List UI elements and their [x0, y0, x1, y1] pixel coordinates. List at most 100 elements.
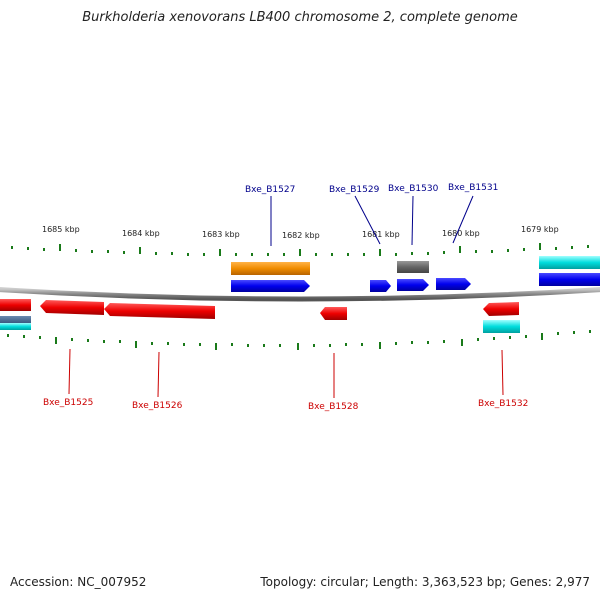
accession-text: Accession: NC_007952 — [10, 575, 147, 589]
gray-feature[interactable] — [397, 261, 429, 273]
tick — [55, 337, 57, 344]
gene-label[interactable]: Bxe_B1527 — [245, 185, 295, 195]
tick — [155, 252, 157, 255]
scale-label: 1685 kbp — [42, 225, 80, 234]
tick — [167, 342, 169, 345]
gene-label[interactable]: Bxe_B1530 — [388, 184, 439, 194]
leader-line — [157, 351, 160, 398]
scale-label: 1679 kbp — [521, 225, 559, 234]
tick — [123, 251, 125, 254]
tick — [183, 343, 185, 346]
tick — [459, 246, 461, 253]
tick — [363, 253, 365, 256]
tick — [43, 248, 45, 251]
tick — [509, 336, 511, 339]
tick — [203, 253, 205, 256]
gene-label[interactable]: Bxe_B1532 — [478, 399, 528, 409]
gene-label[interactable]: Bxe_B1525 — [43, 398, 93, 408]
tick — [571, 246, 573, 249]
tick — [103, 340, 105, 343]
gene-feature-Bxe_B1525[interactable] — [40, 300, 104, 315]
tick — [345, 343, 347, 346]
tick — [541, 333, 543, 340]
forward-feature-edge[interactable] — [539, 273, 600, 286]
tick — [283, 253, 285, 256]
gene-feature-Bxe_B1527[interactable] — [231, 280, 310, 292]
cyan-feature[interactable] — [539, 256, 600, 269]
tick — [313, 344, 315, 347]
genome-summary: Topology: circular; Length: 3,363,523 bp… — [260, 575, 590, 589]
tick — [251, 253, 253, 256]
tick — [379, 342, 381, 349]
tick — [329, 344, 331, 347]
gene-labels-bottom: Bxe_B1525 Bxe_B1526 Bxe_B1528 Bxe_B1532 — [43, 398, 528, 412]
gene-label[interactable]: Bxe_B1528 — [308, 402, 359, 412]
tick — [299, 249, 301, 256]
tick — [361, 343, 363, 346]
tick — [279, 344, 281, 347]
gene-feature-Bxe_B1528[interactable] — [320, 307, 347, 320]
upper-tick-marks — [11, 243, 589, 256]
tick — [7, 334, 9, 337]
tick — [297, 343, 299, 350]
tick — [395, 253, 397, 256]
gene-labels-top: Bxe_B1527 Bxe_B1529 Bxe_B1530 Bxe_B1531 — [245, 183, 498, 195]
tick — [59, 244, 61, 251]
gene-feature-Bxe_B1530[interactable] — [397, 279, 429, 291]
tick — [263, 344, 265, 347]
gene-feature-Bxe_B1531[interactable] — [436, 278, 471, 290]
tick — [525, 335, 527, 338]
leader-line — [68, 348, 71, 395]
tick — [119, 340, 121, 343]
tick — [427, 341, 429, 344]
tick — [135, 341, 137, 348]
gene-label[interactable]: Bxe_B1529 — [329, 185, 380, 195]
gene-label[interactable]: Bxe_B1526 — [132, 401, 183, 411]
tick — [247, 344, 249, 347]
tick — [199, 343, 201, 346]
tick — [151, 342, 153, 345]
tick — [491, 250, 493, 253]
scale-label: 1684 kbp — [122, 229, 160, 238]
scale-label: 1683 kbp — [202, 230, 240, 239]
scale-label: 1681 kbp — [362, 230, 400, 239]
tick — [39, 336, 41, 339]
tick — [75, 249, 77, 252]
tick — [235, 253, 237, 256]
orange-feature[interactable] — [231, 262, 310, 275]
leader-line — [501, 349, 504, 396]
tick — [557, 332, 559, 335]
steel-feature-edge[interactable] — [0, 316, 31, 323]
cyan-feature-edge[interactable] — [0, 323, 31, 330]
label-leader-lines — [68, 195, 504, 398]
tick — [11, 246, 13, 249]
tick — [395, 342, 397, 345]
cyan-feature[interactable] — [483, 320, 520, 333]
tick — [107, 250, 109, 253]
lower-tick-marks — [7, 330, 591, 350]
gene-label[interactable]: Bxe_B1531 — [448, 183, 498, 193]
leader-line — [354, 195, 381, 245]
tick — [231, 343, 233, 346]
leader-line — [411, 195, 414, 246]
tick — [475, 250, 477, 253]
gene-feature-Bxe_B1532[interactable] — [483, 302, 519, 316]
scale-labels: 1685 kbp 1684 kbp 1683 kbp 1682 kbp 1681… — [42, 225, 559, 240]
gene-feature-Bxe_B1529[interactable] — [370, 280, 391, 292]
tick — [379, 249, 381, 256]
tick — [589, 330, 591, 333]
tick — [539, 243, 541, 250]
scale-label: 1680 kbp — [442, 229, 480, 238]
gene-feature-Bxe_B1526[interactable] — [104, 303, 215, 319]
tick — [139, 247, 141, 254]
tick — [411, 341, 413, 344]
tick — [477, 338, 479, 341]
tick — [315, 253, 317, 256]
map-title: Burkholderia xenovorans LB400 chromosome… — [82, 10, 518, 25]
reverse-feature-edge[interactable] — [0, 299, 31, 311]
tick — [71, 338, 73, 341]
tick — [443, 251, 445, 254]
tick — [347, 253, 349, 256]
tick — [523, 248, 525, 251]
tick — [215, 343, 217, 350]
